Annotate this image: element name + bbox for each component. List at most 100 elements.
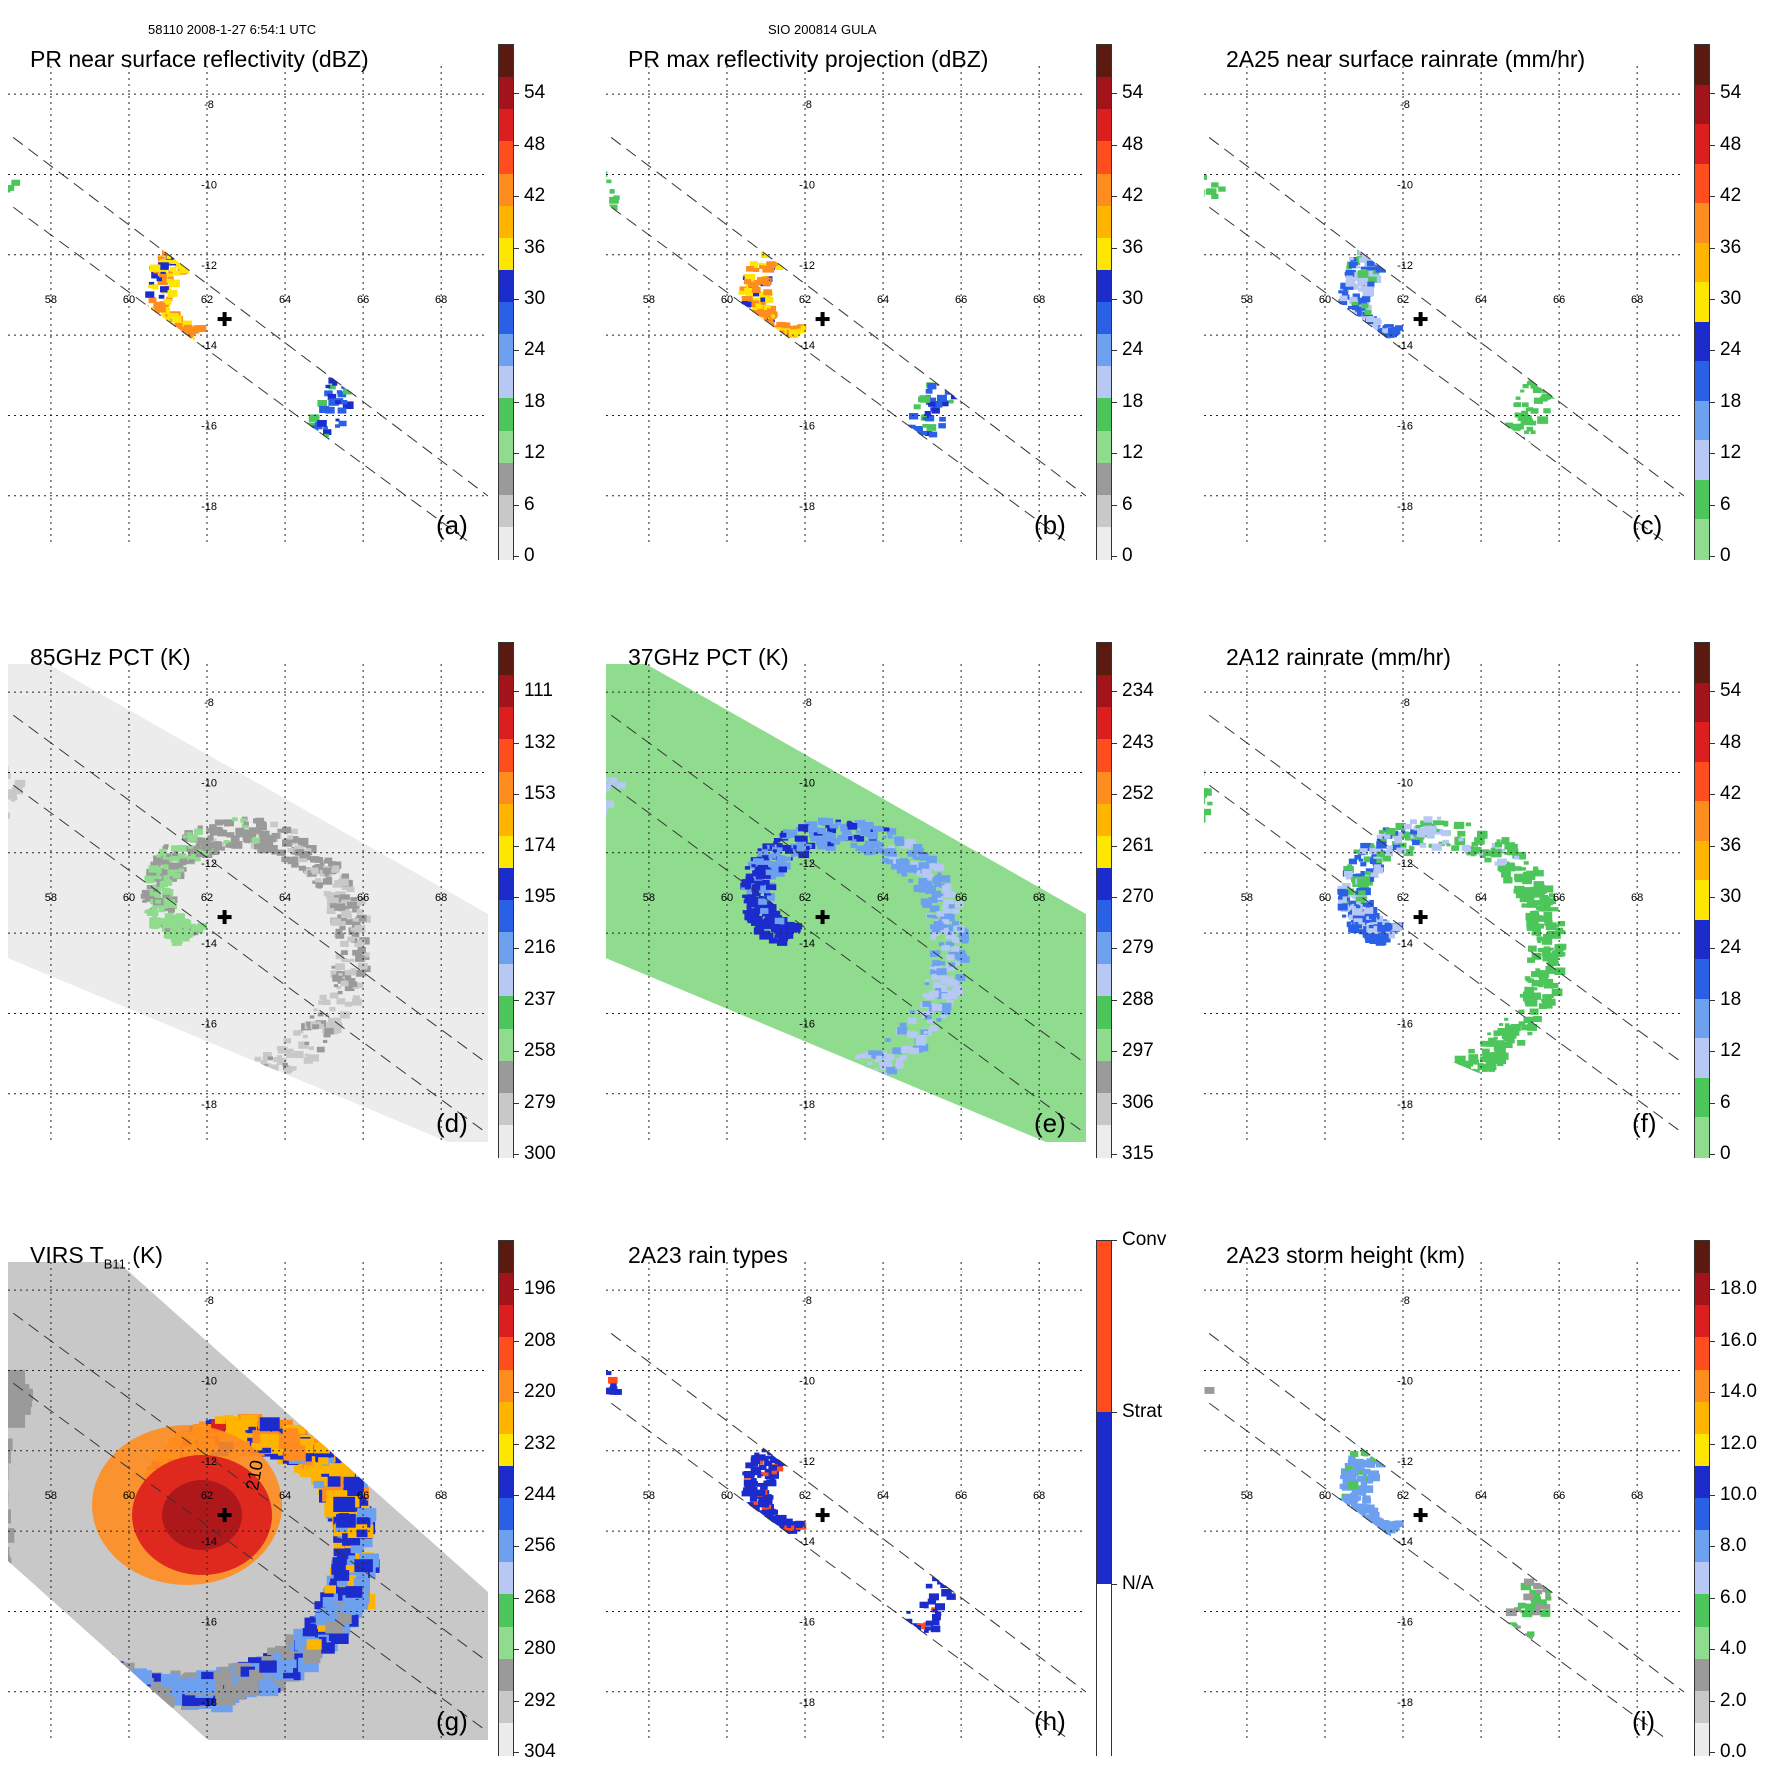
panel-title: 85GHz PCT (K) (30, 644, 191, 670)
colorbar-segment (499, 1369, 513, 1403)
colorbar-tick-label: 12 (1720, 1040, 1742, 1062)
lat-label: -18 (799, 1697, 815, 1709)
colorbar-tick-label: 279 (524, 1091, 556, 1113)
colorbar-tick-label: 10.0 (1720, 1484, 1757, 1505)
colorbar-segment (1097, 173, 1111, 207)
colorbar-segment (1097, 269, 1111, 303)
panel-h: 58 60 62 64 66 68 -8 -10 -12 -14 -16 -18 2A23 rain t… (598, 1229, 1166, 1762)
colorbar-tick-mark (1710, 1495, 1715, 1496)
colorbar-segment (499, 1690, 513, 1724)
colorbar-tick-label: 6.0 (1720, 1586, 1747, 1608)
colorbar-tick-label: 30 (524, 288, 546, 309)
colorbar-tick-mark (1112, 742, 1117, 744)
colorbar (1096, 1240, 1112, 1756)
panel-title: 2A23 storm height (km) (1226, 1242, 1466, 1268)
lat-label: -12 (1397, 260, 1413, 272)
lon-label: 58 (45, 1490, 57, 1502)
colorbar-segment (499, 1401, 513, 1435)
colorbar-segment (499, 173, 513, 207)
colorbar-segment (1695, 722, 1709, 763)
colorbar-tick-mark (514, 299, 519, 300)
colorbar-tick-mark (1112, 1154, 1117, 1155)
lon-label: 60 (123, 294, 135, 306)
lat-label: -18 (799, 501, 815, 513)
colorbar-tick-label: 42 (1122, 185, 1144, 207)
swath-edge-line (1204, 132, 1684, 497)
colorbar-tick-label: 12.0 (1720, 1432, 1757, 1454)
colorbar-tick-label: 48 (1122, 133, 1144, 155)
colorbar-tick-mark (1710, 742, 1715, 744)
lon-label: 66 (1553, 294, 1565, 306)
colorbar-segment (1097, 205, 1111, 239)
colorbar (1096, 642, 1112, 1158)
colorbar-tick-mark (1112, 999, 1117, 1001)
colorbar-segment (1097, 1583, 1111, 1756)
colorbar-tick-mark (1710, 948, 1715, 950)
colorbar-segment (499, 334, 513, 368)
colorbar-tick-label: 252 (1122, 783, 1154, 805)
colorbar-tick-mark (514, 1102, 519, 1104)
colorbar-tick-label: 4.0 (1720, 1638, 1747, 1660)
colorbar-segment (1695, 203, 1709, 244)
colorbar-tick-mark (1710, 556, 1715, 557)
lon-label: 60 (1319, 294, 1331, 306)
colorbar-tick-mark (1710, 144, 1715, 146)
panel-label: (a) (436, 510, 468, 540)
lon-label: 66 (955, 892, 967, 904)
colorbar-segment (499, 1337, 513, 1371)
lat-label: -18 (201, 1697, 217, 1709)
colorbar-segment (499, 494, 513, 528)
panel-label: (c) (1632, 510, 1663, 540)
colorbar-tick-mark (1710, 1700, 1715, 1702)
lat-label: -18 (799, 1099, 815, 1111)
colorbar-segment (1097, 964, 1111, 998)
colorbar-segment (499, 77, 513, 111)
storm-center-icon (217, 910, 232, 925)
map-c: 58 60 62 64 66 68 -8 -10 -12 -14 -16 -18 (1204, 66, 1684, 544)
colorbar-tick-label: 42 (1720, 185, 1742, 207)
lat-label: -10 (1397, 179, 1413, 191)
colorbar-segment (499, 1594, 513, 1628)
colorbar-segment (499, 867, 513, 901)
colorbar-tick-label: 2.0 (1720, 1689, 1747, 1711)
lat-label: -14 (201, 938, 217, 950)
swath-edge-line (8, 132, 488, 497)
lat-label: -8 (204, 697, 214, 709)
colorbar-tick-label: 24 (1122, 339, 1144, 361)
colorbar-tick-label: 300 (524, 1143, 556, 1164)
panel-title: 37GHz PCT (K) (628, 644, 789, 670)
colorbar-tick-mark (1112, 93, 1117, 95)
colorbar (1694, 642, 1710, 1158)
colorbar-tick-label: 195 (524, 886, 556, 907)
lon-label: 62 (201, 294, 213, 306)
colorbar-tick-label: 208 (524, 1329, 556, 1351)
colorbar-tick-label: 256 (524, 1535, 556, 1557)
swath-field (8, 1262, 488, 1740)
colorbar-tick-label: 48 (524, 133, 546, 155)
colorbar-segment (1097, 526, 1111, 560)
colorbar-tick-label: 48 (1720, 731, 1742, 753)
lon-label: 66 (1553, 892, 1565, 904)
lat-label: -16 (799, 1616, 815, 1628)
colorbar-segment (1695, 761, 1709, 803)
colorbar-tick-label: 54 (1720, 82, 1742, 104)
colorbar-segment (499, 675, 513, 709)
colorbar-segment (499, 1273, 513, 1307)
colorbar-tick-mark (1710, 247, 1715, 249)
colorbar-segment (1097, 430, 1111, 464)
colorbar-tick-label: 268 (524, 1586, 556, 1608)
lon-label: 64 (279, 1490, 291, 1502)
colorbar-tick-mark (1112, 299, 1117, 300)
colorbar-segment (499, 269, 513, 303)
lon-label: 64 (1475, 1490, 1487, 1502)
colorbar-tick-label: 30 (1122, 288, 1144, 309)
colorbar-tick-mark (1710, 504, 1715, 506)
swath-edge-line (606, 780, 1086, 1135)
colorbar-tick-mark (514, 144, 519, 146)
colorbar-tick-label: 315 (1122, 1143, 1154, 1164)
map-d: 58 60 62 64 66 68 -8 -10 -12 -14 -16 -18 (8, 664, 488, 1142)
colorbar-tick-mark (514, 453, 519, 455)
lon-label: 64 (279, 892, 291, 904)
colorbar-tick-mark (1112, 845, 1117, 847)
swath-edge-line (8, 202, 473, 544)
